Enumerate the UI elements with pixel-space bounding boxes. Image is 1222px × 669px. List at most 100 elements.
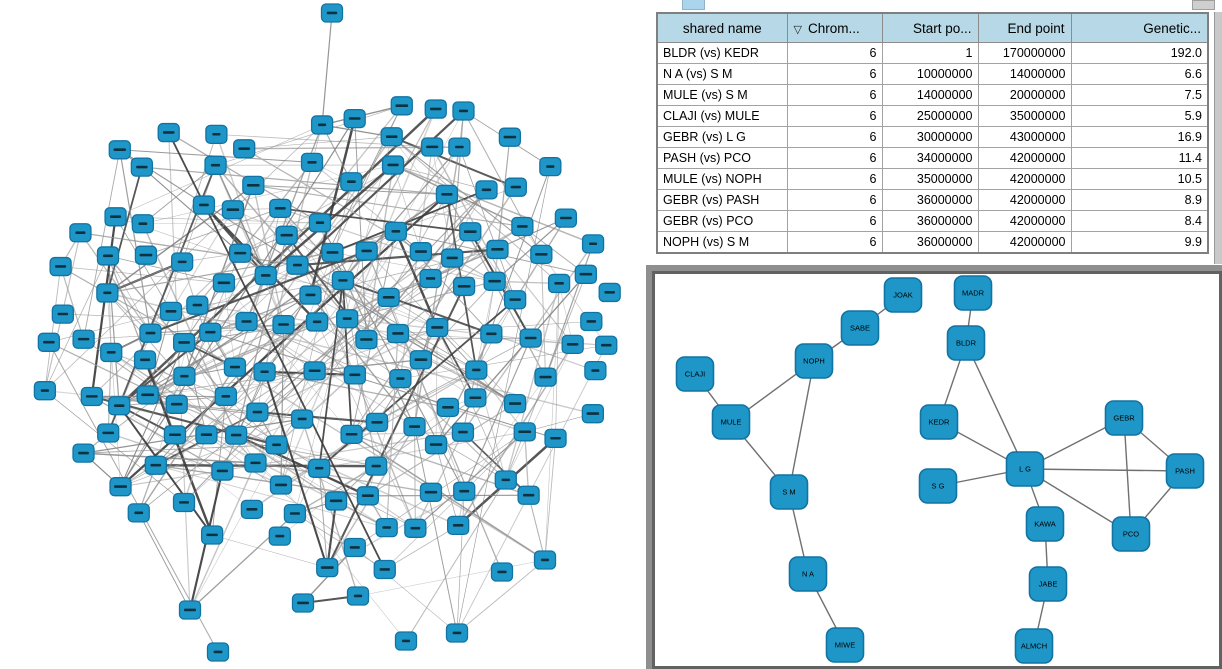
network-node[interactable] (435, 184, 459, 205)
network-node[interactable]: MADR (953, 275, 993, 311)
network-edge[interactable] (354, 118, 367, 340)
node-shape[interactable] (953, 275, 993, 311)
network-node[interactable] (452, 276, 476, 297)
network-edge[interactable] (253, 184, 523, 228)
value-cell[interactable]: 6 (786, 42, 883, 64)
network-node[interactable] (381, 155, 405, 175)
network-edge[interactable] (197, 304, 399, 335)
network-node[interactable] (561, 334, 584, 355)
network-edge[interactable] (463, 376, 546, 492)
column-header[interactable]: Genetic... (1070, 12, 1209, 43)
network-node[interactable] (511, 216, 534, 237)
value-cell[interactable]: 6 (786, 126, 883, 148)
network-edge[interactable] (263, 371, 329, 568)
dense-network-graph[interactable] (0, 0, 652, 669)
network-node[interactable] (480, 324, 503, 344)
network-edge[interactable] (524, 431, 530, 496)
network-edge[interactable] (44, 390, 185, 503)
network-node[interactable] (72, 443, 95, 463)
node-shape[interactable] (840, 310, 880, 346)
network-node[interactable] (108, 396, 131, 416)
network-edge[interactable] (386, 333, 399, 528)
network-edge[interactable] (141, 166, 447, 196)
network-node[interactable] (375, 517, 398, 538)
network-node[interactable] (233, 139, 256, 159)
network-node[interactable] (242, 175, 265, 196)
network-edge[interactable] (106, 166, 143, 294)
network-edge[interactable] (80, 232, 298, 266)
network-edge[interactable] (354, 374, 416, 529)
value-cell[interactable]: 42000000 (977, 189, 1072, 211)
network-node[interactable] (464, 388, 487, 408)
node-shape[interactable] (1014, 628, 1054, 664)
network-node[interactable] (300, 152, 324, 173)
network-edge[interactable] (326, 500, 338, 568)
node-shape[interactable] (1028, 566, 1068, 602)
network-edge[interactable] (120, 226, 523, 488)
network-node[interactable] (286, 255, 309, 275)
network-node[interactable] (343, 537, 366, 558)
network-node[interactable] (275, 225, 298, 245)
value-cell[interactable]: 6 (786, 105, 883, 127)
network-node[interactable] (211, 461, 234, 481)
network-node[interactable] (80, 386, 103, 407)
network-node[interactable] (547, 273, 571, 294)
main-network-panel[interactable] (0, 0, 652, 669)
network-edge[interactable] (60, 266, 224, 284)
table-row[interactable]: MULE (vs) S M 6 14000000 20000000 7.5 (656, 84, 1209, 106)
network-node[interactable] (130, 157, 154, 177)
network-edge[interactable] (107, 255, 176, 436)
edge-name-cell[interactable]: CLAJI (vs) MULE (656, 105, 788, 127)
value-cell[interactable]: 34000000 (881, 147, 979, 169)
network-node[interactable]: JOAK (883, 277, 923, 313)
column-header[interactable]: End point (977, 12, 1072, 43)
table-vertical-scrollbar[interactable] (1214, 12, 1222, 264)
network-node[interactable] (49, 256, 72, 277)
network-node[interactable] (336, 309, 359, 329)
value-cell[interactable]: 6 (786, 210, 883, 232)
edge-name-cell[interactable]: MULE (vs) NOPH (656, 168, 788, 190)
network-node[interactable] (157, 122, 180, 143)
network-edge[interactable] (209, 331, 278, 446)
network-edge[interactable] (210, 294, 311, 333)
network-node[interactable] (598, 282, 621, 303)
network-edge[interactable] (491, 333, 596, 372)
network-node[interactable] (539, 156, 562, 177)
network-node[interactable] (544, 428, 567, 449)
network-node[interactable] (172, 332, 196, 353)
value-cell[interactable]: 7.5 (1070, 84, 1209, 106)
node-shape[interactable] (883, 277, 923, 313)
network-edge[interactable] (544, 438, 556, 561)
network-edge[interactable] (83, 418, 303, 454)
network-node[interactable] (131, 214, 155, 234)
network-node[interactable] (343, 365, 366, 385)
network-node[interactable]: S G (918, 468, 958, 504)
node-shape[interactable] (1025, 506, 1065, 542)
network-node[interactable] (204, 155, 227, 175)
table-row[interactable]: PASH (vs) PCO 6 34000000 42000000 11.4 (656, 147, 1209, 169)
network-node[interactable] (380, 127, 403, 147)
network-edge[interactable] (544, 243, 594, 378)
network-node[interactable] (490, 562, 514, 582)
value-cell[interactable]: 35000000 (977, 105, 1072, 127)
network-node[interactable] (403, 416, 426, 437)
value-cell[interactable]: 36000000 (881, 231, 979, 254)
table-row[interactable]: MULE (vs) NOPH 6 35000000 42000000 10.5 (656, 168, 1209, 190)
network-edge[interactable] (420, 257, 453, 360)
network-edge[interactable] (279, 208, 378, 423)
table-row[interactable]: GEBR (vs) PCO 6 36000000 42000000 8.4 (656, 210, 1209, 232)
network-node[interactable]: S M (769, 474, 809, 510)
network-node[interactable]: KAWA (1025, 506, 1065, 542)
network-edge[interactable] (435, 273, 587, 446)
network-node[interactable] (581, 404, 605, 424)
column-header[interactable]: ▽ Chrom... (786, 12, 883, 43)
network-edge[interactable] (138, 512, 191, 611)
value-cell[interactable]: 1 (881, 42, 979, 64)
network-edge[interactable] (83, 452, 256, 464)
network-node[interactable] (459, 222, 482, 242)
network-node[interactable] (389, 368, 412, 389)
network-node[interactable] (254, 265, 277, 286)
value-cell[interactable]: 35000000 (881, 168, 979, 190)
value-cell[interactable]: 36000000 (881, 189, 979, 211)
network-node[interactable] (426, 317, 449, 338)
